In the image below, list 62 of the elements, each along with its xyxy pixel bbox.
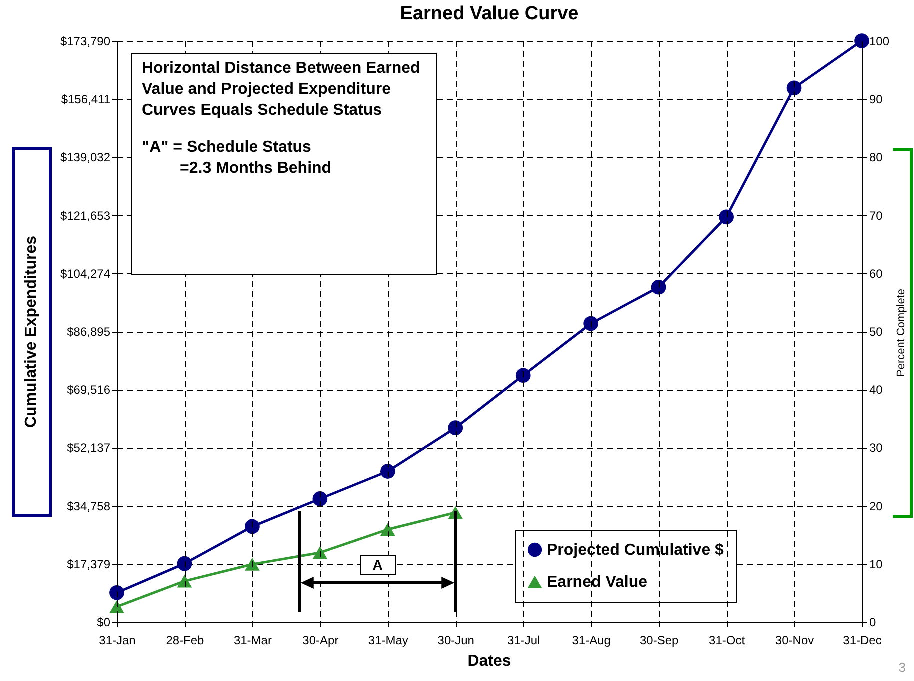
x-tick-label: 30-Sep bbox=[640, 634, 679, 648]
y-tick-label: $69,516 bbox=[67, 383, 111, 398]
y2-tick-label: 30 bbox=[870, 441, 884, 456]
point bbox=[786, 80, 802, 96]
y2-tick-label: 70 bbox=[870, 208, 884, 223]
annotation: "A" = Schedule Status =2.3 Months Behind bbox=[142, 138, 333, 179]
annotation: A bbox=[360, 555, 396, 575]
point bbox=[312, 492, 328, 506]
x-tick-label: 28-Feb bbox=[166, 634, 205, 648]
x-tick-label: 31-Jan bbox=[99, 634, 136, 648]
x-tick-label: 31-Oct bbox=[709, 634, 746, 648]
y-tick-label: $86,895 bbox=[67, 325, 111, 339]
text: 3 bbox=[898, 660, 906, 675]
x-tick-label: 31-Mar bbox=[234, 634, 272, 648]
y2-tick-label: 50 bbox=[870, 325, 884, 339]
point bbox=[448, 420, 464, 436]
legend-label: Earned Value bbox=[547, 574, 648, 591]
point bbox=[245, 519, 260, 534]
x-tick-label: 31-Jul bbox=[508, 634, 540, 648]
point bbox=[312, 546, 328, 560]
y2-tick-label: 100 bbox=[870, 34, 890, 48]
annotation: Horizontal Distance Between Earned Value and Projected Expenditure Curves Equals Schedule Status bbox=[142, 59, 422, 121]
point bbox=[245, 558, 260, 571]
y-tick-label: $52,137 bbox=[67, 441, 111, 456]
x-tick-label: 31-May bbox=[368, 634, 408, 648]
y-tick-label: $17,379 bbox=[67, 557, 111, 572]
point bbox=[177, 556, 192, 572]
point bbox=[516, 368, 531, 384]
y-tick-label: $173,790 bbox=[60, 34, 111, 48]
x-tick-label: 31-Aug bbox=[572, 634, 611, 648]
y-axis-title: Cumulative Expenditures bbox=[12, 147, 52, 517]
y2-axis-title: Percent Complete bbox=[893, 148, 913, 518]
y-tick-label: $0 bbox=[97, 616, 111, 630]
point bbox=[110, 586, 124, 600]
point bbox=[110, 600, 124, 614]
y2-tick-label: 90 bbox=[870, 92, 884, 107]
y2-tick-label: 80 bbox=[870, 150, 884, 165]
y2-tick-label: 60 bbox=[870, 266, 884, 281]
legend-label: Projected Cumulative $ bbox=[547, 542, 724, 559]
chart-title: Earned Value Curve bbox=[400, 4, 579, 25]
x-tick-label: 30-Nov bbox=[775, 634, 814, 648]
text-box: Horizontal Distance Between Earned Value and Projected Expenditure Curves Equals Schedule Status "A" = Schedule Status =2.3 Months Behind bbox=[131, 53, 437, 275]
x-tick-label: 31-Dec bbox=[843, 634, 882, 648]
point bbox=[177, 574, 192, 588]
point bbox=[380, 523, 396, 536]
x-axis-title: Dates bbox=[466, 653, 512, 671]
y2-tick-label: 20 bbox=[870, 499, 884, 514]
y-tick-label: $121,653 bbox=[60, 208, 111, 223]
y-tick-label: $156,411 bbox=[61, 92, 111, 107]
point bbox=[584, 316, 599, 332]
point bbox=[719, 210, 734, 225]
point bbox=[854, 34, 870, 48]
y-tick-label: $34,758 bbox=[67, 499, 111, 514]
y2-tick-label: 0 bbox=[870, 616, 876, 630]
y2-tick-label: 40 bbox=[870, 383, 884, 398]
y2-tick-label: 10 bbox=[870, 557, 884, 572]
y-tick-label: $139,032 bbox=[60, 150, 111, 165]
x-tick-label: 30-Jun bbox=[438, 634, 474, 648]
point bbox=[380, 464, 396, 479]
y-tick-label: $104,274 bbox=[60, 266, 111, 281]
point bbox=[651, 280, 666, 295]
x-tick-label: 30-Apr bbox=[302, 634, 339, 648]
